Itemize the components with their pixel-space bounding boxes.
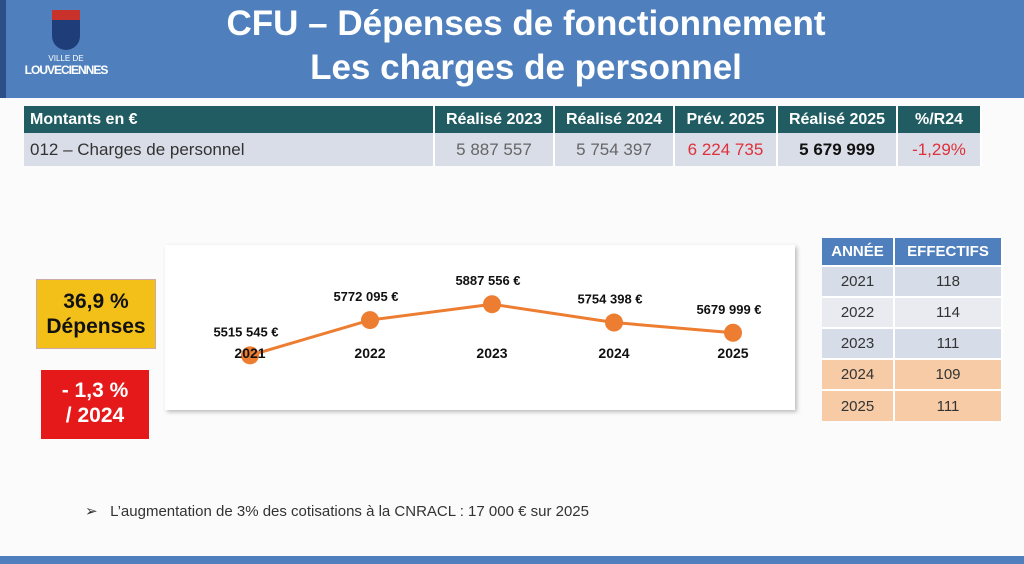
summary-table: Montants en € Réalisé 2023 Réalisé 2024 … xyxy=(24,106,982,166)
footer-bar xyxy=(0,556,1024,564)
col-header: EFFECTIFS xyxy=(894,238,1003,266)
x-tick-label: 2024 xyxy=(598,345,629,361)
city-logo: VILLE DE LOUVECIENNES xyxy=(24,10,108,77)
coat-of-arms-icon xyxy=(52,10,80,50)
table-row: 2023 111 xyxy=(822,327,1003,359)
x-tick-label: 2023 xyxy=(476,345,507,361)
cell: 5 754 397 xyxy=(554,133,675,166)
col-header: Montants en € xyxy=(24,106,435,133)
data-point xyxy=(483,295,501,314)
cell: 2021 xyxy=(822,265,895,297)
logo-text: VILLE DE xyxy=(48,54,84,63)
data-label: 5772 095 € xyxy=(333,289,398,304)
cell: 2022 xyxy=(822,296,895,328)
x-tick-label: 2021 xyxy=(234,345,265,361)
cell: 118 xyxy=(894,265,1003,297)
cell: 111 xyxy=(894,327,1003,359)
col-header: Réalisé 2024 xyxy=(554,106,675,133)
cell: 2024 xyxy=(822,358,895,390)
cell: 012 – Charges de personnel xyxy=(24,133,435,166)
x-tick-label: 2022 xyxy=(354,345,385,361)
share-badge: 36,9 % Dépenses xyxy=(36,279,156,349)
page-subtitle: Les charges de personnel xyxy=(310,48,742,87)
badge-text: / 2024 xyxy=(65,404,125,427)
staff-table: ANNÉE EFFECTIFS 2021 118 2022 114 2023 111 202… xyxy=(822,238,1003,421)
page-title: CFU – Dépenses de fonctionnement xyxy=(226,4,826,43)
data-label: 5754 398 € xyxy=(577,292,642,307)
badge-text: - 1,3 % xyxy=(61,379,129,402)
data-label: 5679 999 € xyxy=(696,302,761,317)
col-header: Prév. 2025 xyxy=(674,106,778,133)
logo-text: LOUVECIENNES xyxy=(24,63,109,77)
note-text: L’augmentation de 3% des cotisations à l… xyxy=(110,503,589,520)
data-point xyxy=(241,346,259,365)
line-chart: 5515 545 € 2021 5772 095 € 2022 5887 556 € 20… xyxy=(165,245,795,410)
cell: 5 887 557 xyxy=(434,133,555,166)
header-banner: VILLE DE LOUVECIENNES CFU – Dépenses de … xyxy=(0,0,1024,98)
cell: 114 xyxy=(894,296,1003,328)
data-point xyxy=(361,311,379,330)
col-header: Réalisé 2023 xyxy=(434,106,555,133)
cell: 109 xyxy=(894,358,1003,390)
badge-text: Dépenses xyxy=(46,315,146,338)
data-point xyxy=(605,313,623,332)
cell: 5 679 999 xyxy=(777,133,898,166)
col-header: %/R24 xyxy=(897,106,982,133)
table-row: 012 – Charges de personnel 5 887 557 5 7… xyxy=(24,133,982,166)
col-header: Réalisé 2025 xyxy=(777,106,898,133)
note: ➢ L’augmentation de 3% des cotisations à… xyxy=(85,503,589,520)
chart-svg: 5515 545 € 2021 5772 095 € 2022 5887 556 € 20… xyxy=(213,273,762,365)
cell: 111 xyxy=(894,389,1003,421)
cell: 2023 xyxy=(822,327,895,359)
table-row: 2024 109 xyxy=(822,358,1003,390)
x-tick-label: 2025 xyxy=(717,345,748,361)
table-row: 2021 118 xyxy=(822,265,1003,297)
data-label: 5515 545 € xyxy=(213,324,278,339)
data-point xyxy=(724,323,742,342)
table-row: 2022 114 xyxy=(822,296,1003,328)
col-header: ANNÉE xyxy=(822,238,895,266)
badge-text: 36,9 % xyxy=(63,290,129,313)
cell: 6 224 735 xyxy=(674,133,778,166)
change-badge: - 1,3 % / 2024 xyxy=(41,370,149,439)
cell: -1,29% xyxy=(897,133,982,166)
cell: 2025 xyxy=(822,389,895,421)
data-label: 5887 556 € xyxy=(455,273,520,288)
table-row: 2025 111 xyxy=(822,389,1003,421)
